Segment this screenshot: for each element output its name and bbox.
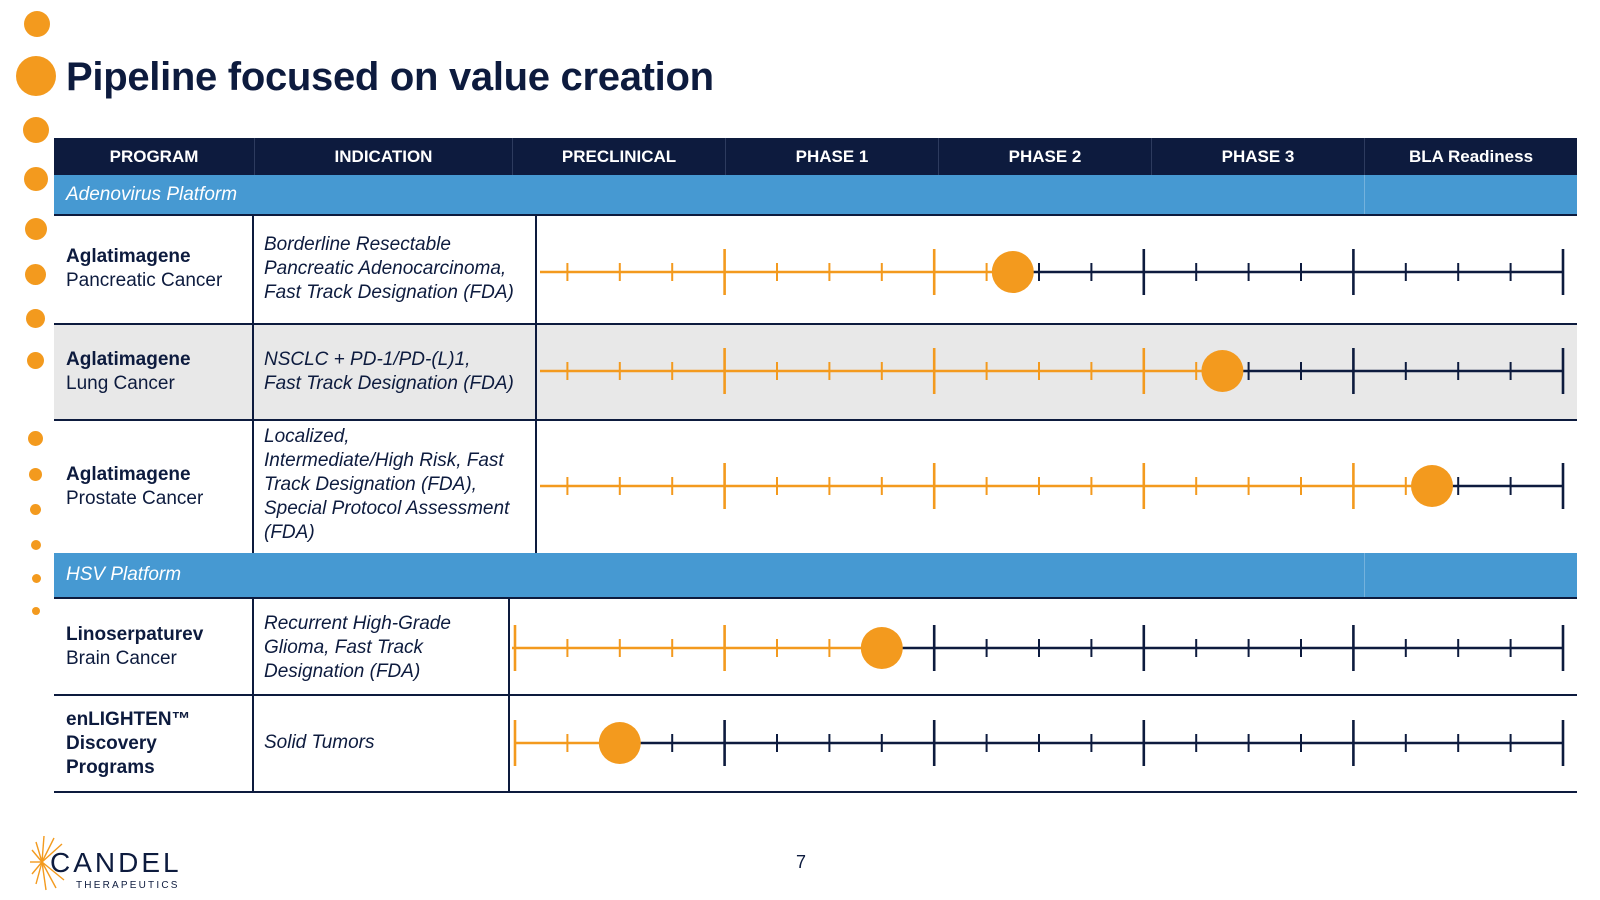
indication-line: Special Protocol Assessment	[264, 498, 510, 519]
indication-line: Localized,	[264, 426, 350, 447]
column-header-indication: INDICATION	[254, 138, 512, 175]
column-header-phase-2: PHASE 2	[938, 138, 1151, 175]
platform-label: Adenovirus Platform	[66, 184, 238, 205]
program-name: Aglatimagene	[66, 464, 191, 485]
indication-line: Solid Tumors	[264, 732, 375, 753]
decorative-dot	[27, 352, 44, 369]
indication-line: Intermediate/High Risk, Fast	[264, 450, 504, 471]
decorative-dot	[16, 56, 56, 96]
indication-line: NSCLC + PD-1/PD-(L)1,	[264, 349, 471, 370]
column-header-program: PROGRAM	[109, 147, 199, 166]
program-name-cell: Aglatimagene Pancreatic Cancer	[66, 245, 222, 293]
indication-line: Pancreatic Adenocarcinoma,	[264, 258, 507, 279]
page-number: 7	[796, 852, 807, 872]
decorative-dot	[23, 117, 49, 143]
decorative-dot	[32, 607, 40, 615]
table-header: PROGRAM INDICATION PRECLINICAL PHASE 1 P…	[54, 138, 1577, 175]
decorative-dot	[24, 167, 48, 191]
row-divider	[54, 791, 1577, 793]
column-header-bla-readiness: BLA Readiness	[1364, 138, 1577, 175]
program-name-cell: Linoserpaturev Brain Cancer	[66, 623, 203, 671]
row-divider	[54, 694, 1577, 696]
logo-wordmark: CANDEL	[50, 847, 182, 878]
indication-cell: NSCLC + PD-1/PD-(L)1, Fast Track Designa…	[264, 348, 514, 396]
program-name-line: enLIGHTEN™	[66, 709, 191, 730]
program-subtitle: Brain Cancer	[66, 648, 177, 669]
progress-marker	[1411, 465, 1453, 507]
decorative-dot	[32, 574, 41, 583]
column-header-phase-3: PHASE 3	[1151, 138, 1364, 175]
divider	[1364, 553, 1365, 597]
program-name: Linoserpaturev	[66, 624, 204, 645]
column-divider	[252, 599, 254, 793]
progress-marker	[1201, 350, 1244, 392]
progress-marker	[991, 251, 1034, 293]
indication-line: Glioma, Fast Track	[264, 637, 424, 658]
candel-logo: CANDEL THERAPEUTICS	[30, 835, 182, 891]
platform-row-adenovirus: Adenovirus Platform	[54, 175, 1577, 216]
column-divider	[508, 599, 510, 793]
row-divider	[54, 419, 1577, 421]
indication-line: Fast Track Designation (FDA)	[264, 282, 514, 303]
decorative-dot	[30, 504, 41, 515]
indication-line: Designation (FDA)	[264, 661, 421, 682]
indication-line: Recurrent High-Grade	[264, 613, 451, 634]
program-name-cell: Aglatimagene Prostate Cancer	[66, 463, 203, 511]
indication-line: Borderline Resectable	[264, 234, 451, 255]
indication-line: (FDA)	[264, 522, 315, 543]
program-name: Aglatimagene	[66, 349, 191, 370]
indication-cell: Recurrent High-Grade Glioma, Fast Track …	[264, 612, 451, 684]
platform-label: HSV Platform	[66, 564, 182, 585]
program-name-cell: Aglatimagene Lung Cancer	[66, 348, 191, 396]
row-divider	[54, 323, 1577, 325]
indication-cell: Solid Tumors	[264, 731, 375, 755]
program-name-cell: enLIGHTEN™ Discovery Programs	[66, 708, 191, 780]
platform-row-hsv: HSV Platform	[54, 553, 1577, 599]
program-name-line: Programs	[66, 757, 155, 778]
decorative-dot	[26, 309, 45, 328]
decorative-dot	[24, 11, 50, 37]
decorative-dot	[28, 431, 43, 446]
decorative-dot	[25, 264, 46, 285]
progress-marker	[598, 722, 641, 764]
indication-line: Track Designation (FDA),	[264, 474, 477, 495]
indication-line: Fast Track Designation (FDA)	[264, 373, 514, 394]
program-name: Aglatimagene	[66, 246, 191, 267]
indication-cell: Borderline Resectable Pancreatic Adenoca…	[264, 233, 514, 305]
program-subtitle: Pancreatic Cancer	[66, 270, 223, 291]
column-divider	[252, 216, 254, 553]
column-header-preclinical: PRECLINICAL	[512, 138, 725, 175]
program-subtitle: Lung Cancer	[66, 373, 175, 394]
column-divider	[535, 216, 537, 553]
program-name-line: Discovery	[66, 733, 157, 754]
divider	[1364, 175, 1365, 214]
decorative-dot	[31, 540, 41, 550]
column-header-phase-1: PHASE 1	[725, 138, 938, 175]
logo-tagline: THERAPEUTICS	[76, 880, 180, 891]
progress-marker	[860, 627, 903, 669]
decorative-dot	[25, 218, 47, 240]
page-title: Pipeline focused on value creation	[66, 55, 714, 99]
decorative-dot	[29, 468, 42, 481]
program-subtitle: Prostate Cancer	[66, 488, 204, 509]
indication-cell: Localized, Intermediate/High Risk, Fast …	[264, 425, 509, 545]
